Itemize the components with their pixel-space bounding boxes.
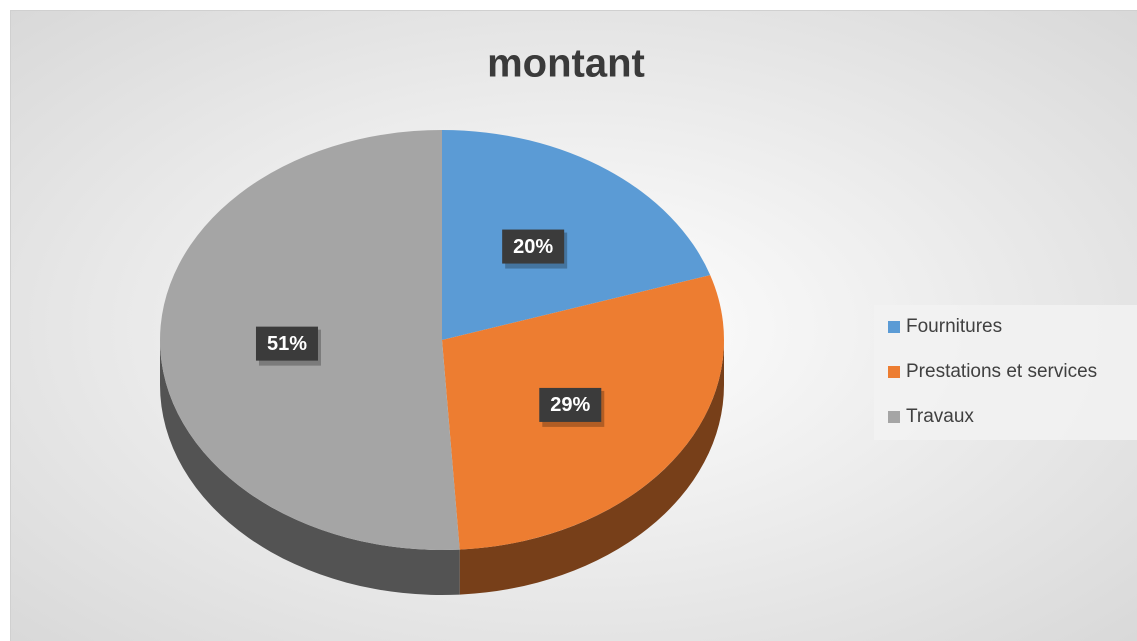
label-box [502,229,565,264]
slice [442,130,711,340]
slice-side [160,340,460,596]
label-box [539,387,602,422]
chart-title: montant [487,42,645,86]
label-box [255,326,318,361]
legend-swatch [888,321,900,333]
legend-swatch [888,411,900,423]
legend-box [874,305,1137,440]
legend-label: Fournitures [906,316,1002,337]
data-label: 20% [513,236,553,258]
legend-label: Prestations et services [906,361,1097,382]
legend-swatch [888,366,900,378]
slice-side [459,340,724,595]
legend-label: Travaux [906,406,974,427]
data-label: 51% [267,333,307,355]
data-label: 29% [550,394,590,416]
